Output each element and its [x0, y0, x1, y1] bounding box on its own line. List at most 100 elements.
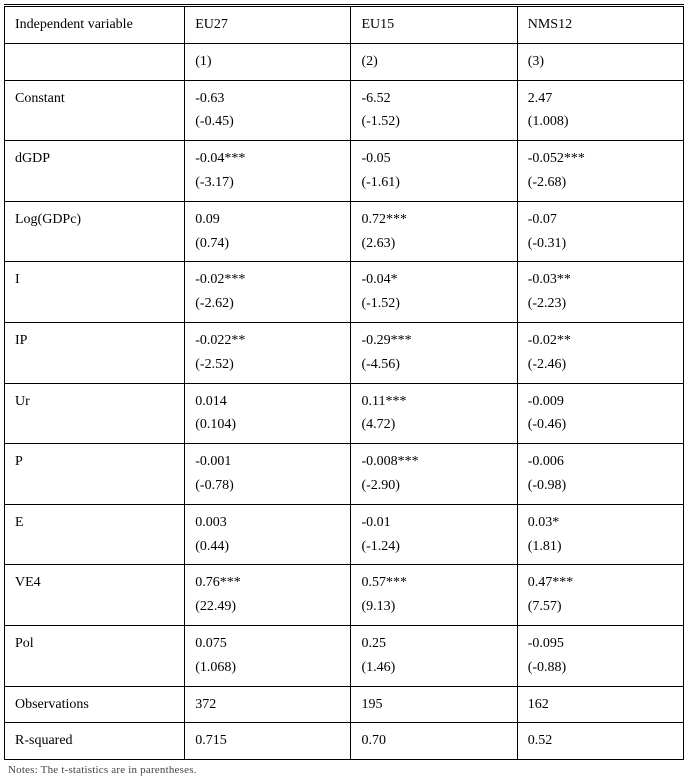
tstat-value: (0.74) — [195, 232, 340, 256]
table-row: Observations 372 195 162 — [5, 686, 684, 723]
tstat-value: (-1.61) — [361, 171, 506, 195]
coef-cell: 2.47(1.008) — [517, 80, 683, 141]
table-row: Pol 0.075(1.068)0.25(1.46)-0.095(-0.88) — [5, 625, 684, 686]
col-index-3: (3) — [517, 43, 683, 80]
coef-cell: 0.014(0.104) — [185, 383, 351, 444]
coef-value: -0.04*** — [195, 147, 340, 171]
coef-value: 0.11*** — [361, 390, 506, 414]
tstat-value: (-1.24) — [361, 535, 506, 559]
coef-value: -6.52 — [361, 87, 506, 111]
coef-cell: -0.02***(-2.62) — [185, 262, 351, 323]
variable-name: Log(GDPc) — [5, 201, 185, 262]
coef-cell: -0.001(-0.78) — [185, 444, 351, 505]
coef-value: 0.72*** — [361, 208, 506, 232]
table-row: dGDP -0.04***(-3.17)-0.05(-1.61)-0.052**… — [5, 141, 684, 202]
coef-cell: 0.09(0.74) — [185, 201, 351, 262]
coef-value: 2.47 — [528, 87, 673, 111]
coef-cell: -0.009(-0.46) — [517, 383, 683, 444]
coef-cell: 0.76***(22.49) — [185, 565, 351, 626]
coef-cell: -0.01(-1.24) — [351, 504, 517, 565]
tstat-value: (1.008) — [528, 110, 673, 134]
coef-value: -0.02** — [528, 329, 673, 353]
coef-value: -0.63 — [195, 87, 340, 111]
table-row: Ur 0.014(0.104)0.11***(4.72)-0.009(-0.46… — [5, 383, 684, 444]
tstat-value: (22.49) — [195, 595, 340, 619]
coef-value: 0.003 — [195, 511, 340, 535]
tstat-value: (-0.78) — [195, 474, 340, 498]
rsquared-c1: 0.715 — [185, 723, 351, 760]
coef-cell: -0.63(-0.45) — [185, 80, 351, 141]
coef-cell: 0.25(1.46) — [351, 625, 517, 686]
table-row: VE40.76***(22.49)0.57***(9.13)0.47***(7.… — [5, 565, 684, 626]
variable-name: I — [5, 262, 185, 323]
coef-cell: -0.04*(-1.52) — [351, 262, 517, 323]
observations-c1: 372 — [185, 686, 351, 723]
coef-value: -0.29*** — [361, 329, 506, 353]
table-row: I-0.02***(-2.62)-0.04*(-1.52)-0.03**(-2.… — [5, 262, 684, 323]
variable-name: Constant — [5, 80, 185, 141]
coef-value: -0.07 — [528, 208, 673, 232]
tstat-value: (-2.52) — [195, 353, 340, 377]
variable-name: Pol — [5, 625, 185, 686]
tstat-value: (-2.90) — [361, 474, 506, 498]
coef-value: -0.01 — [361, 511, 506, 535]
variable-name: E — [5, 504, 185, 565]
table-row: (1) (2) (3) — [5, 43, 684, 80]
coef-cell: -0.095(-0.88) — [517, 625, 683, 686]
table-row: Independent variable EU27 EU15 NMS12 — [5, 6, 684, 44]
coef-value: 0.09 — [195, 208, 340, 232]
tstat-value: (0.104) — [195, 413, 340, 437]
header-col-nms12: NMS12 — [517, 6, 683, 44]
variable-name: P — [5, 444, 185, 505]
coef-value: -0.03** — [528, 268, 673, 292]
coef-value: 0.47*** — [528, 571, 673, 595]
observations-label: Observations — [5, 686, 185, 723]
tstat-value: (-2.23) — [528, 292, 673, 316]
tstat-value: (-2.68) — [528, 171, 673, 195]
coef-cell: 0.11***(4.72) — [351, 383, 517, 444]
observations-c2: 195 — [351, 686, 517, 723]
coef-cell: 0.03*(1.81) — [517, 504, 683, 565]
coef-value: -0.022** — [195, 329, 340, 353]
coef-cell: -0.05(-1.61) — [351, 141, 517, 202]
tstat-value: (9.13) — [361, 595, 506, 619]
coef-value: 0.57*** — [361, 571, 506, 595]
coef-value: -0.008*** — [361, 450, 506, 474]
tstat-value: (-2.62) — [195, 292, 340, 316]
header-col-eu27: EU27 — [185, 6, 351, 44]
table-row: P-0.001(-0.78)-0.008***(-2.90)-0.006(-0.… — [5, 444, 684, 505]
coef-value: 0.075 — [195, 632, 340, 656]
coef-value: 0.014 — [195, 390, 340, 414]
coef-value: -0.052*** — [528, 147, 673, 171]
coef-value: -0.02*** — [195, 268, 340, 292]
rsquared-label: R-squared — [5, 723, 185, 760]
tstat-value: (1.46) — [361, 656, 506, 680]
tstat-value: (-0.88) — [528, 656, 673, 680]
coef-cell: 0.47***(7.57) — [517, 565, 683, 626]
coef-cell: -6.52(-1.52) — [351, 80, 517, 141]
variable-name: IP — [5, 322, 185, 383]
coef-cell: -0.052***(-2.68) — [517, 141, 683, 202]
col-index-2: (2) — [351, 43, 517, 80]
rsquared-c3: 0.52 — [517, 723, 683, 760]
coef-value: 0.76*** — [195, 571, 340, 595]
tstat-value: (-0.98) — [528, 474, 673, 498]
coef-cell: -0.03**(-2.23) — [517, 262, 683, 323]
table-row: IP-0.022**(-2.52)-0.29***(-4.56)-0.02**(… — [5, 322, 684, 383]
coef-cell: -0.04***(-3.17) — [185, 141, 351, 202]
coef-cell: 0.57***(9.13) — [351, 565, 517, 626]
table-row: E0.003(0.44)-0.01(-1.24)0.03*(1.81) — [5, 504, 684, 565]
coef-value: -0.001 — [195, 450, 340, 474]
table-row: Log(GDPc)0.09(0.74)0.72***(2.63)-0.07(-0… — [5, 201, 684, 262]
coef-cell: -0.29***(-4.56) — [351, 322, 517, 383]
tstat-value: (-0.31) — [528, 232, 673, 256]
coef-cell: 0.075(1.068) — [185, 625, 351, 686]
coef-value: -0.009 — [528, 390, 673, 414]
coef-cell: 0.72***(2.63) — [351, 201, 517, 262]
tstat-value: (4.72) — [361, 413, 506, 437]
coef-value: -0.095 — [528, 632, 673, 656]
tstat-value: (-1.52) — [361, 292, 506, 316]
tstat-value: (1.068) — [195, 656, 340, 680]
table-row: Constant-0.63(-0.45)-6.52(-1.52)2.47(1.0… — [5, 80, 684, 141]
rsquared-c2: 0.70 — [351, 723, 517, 760]
